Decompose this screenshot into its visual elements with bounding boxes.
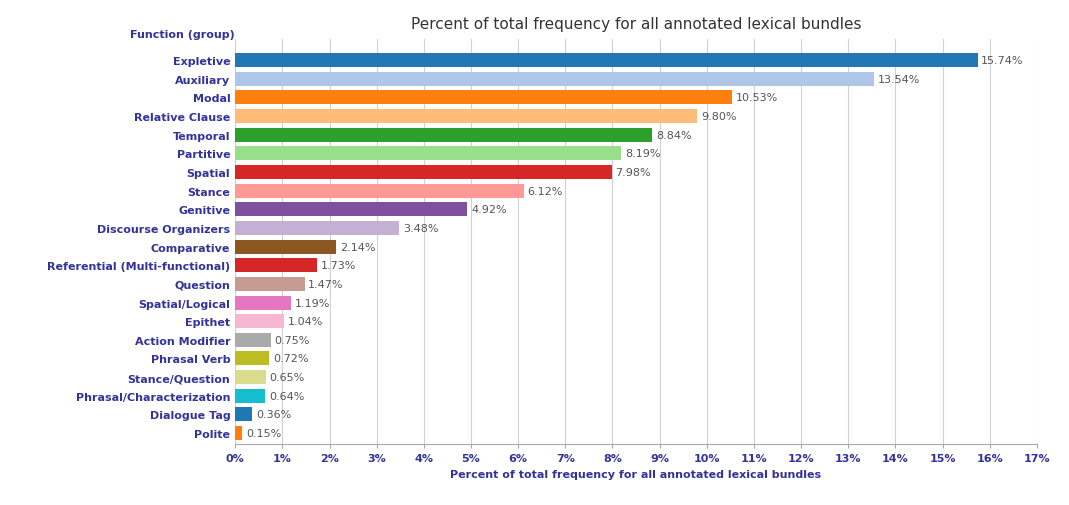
Bar bbox=[235, 128, 652, 142]
Text: 9.80%: 9.80% bbox=[701, 112, 737, 122]
Bar bbox=[235, 389, 265, 403]
Bar bbox=[235, 352, 269, 366]
Bar bbox=[235, 203, 467, 217]
Bar bbox=[235, 184, 524, 198]
Bar bbox=[235, 315, 284, 329]
Bar bbox=[235, 73, 873, 86]
Text: 8.19%: 8.19% bbox=[625, 149, 661, 159]
Bar bbox=[235, 240, 336, 254]
Text: 0.72%: 0.72% bbox=[273, 354, 309, 364]
Bar bbox=[235, 259, 316, 273]
Text: 1.19%: 1.19% bbox=[295, 298, 330, 308]
Text: 4.92%: 4.92% bbox=[471, 205, 507, 215]
Text: 2.14%: 2.14% bbox=[340, 242, 375, 252]
Bar bbox=[235, 333, 270, 347]
Bar bbox=[235, 147, 621, 161]
Text: 15.74%: 15.74% bbox=[981, 56, 1024, 66]
Bar bbox=[235, 370, 266, 384]
Text: 0.75%: 0.75% bbox=[275, 335, 310, 345]
Text: 1.47%: 1.47% bbox=[308, 279, 344, 289]
Text: 13.54%: 13.54% bbox=[878, 75, 920, 84]
Text: 6.12%: 6.12% bbox=[528, 186, 563, 196]
Bar bbox=[235, 408, 252, 422]
Bar bbox=[235, 296, 291, 310]
Bar bbox=[235, 277, 305, 291]
Text: 8.84%: 8.84% bbox=[656, 130, 692, 140]
Text: 1.73%: 1.73% bbox=[321, 261, 356, 271]
Text: 0.15%: 0.15% bbox=[246, 428, 281, 438]
Title: Percent of total frequency for all annotated lexical bundles: Percent of total frequency for all annot… bbox=[410, 17, 862, 32]
Text: 0.64%: 0.64% bbox=[269, 391, 305, 401]
Text: 7.98%: 7.98% bbox=[616, 168, 651, 178]
Text: Function (group): Function (group) bbox=[130, 30, 235, 40]
Bar bbox=[235, 54, 977, 68]
Text: 1.04%: 1.04% bbox=[288, 317, 324, 327]
Text: 0.36%: 0.36% bbox=[255, 410, 291, 420]
Bar bbox=[235, 110, 697, 124]
Text: 10.53%: 10.53% bbox=[735, 93, 778, 103]
Bar bbox=[235, 426, 243, 440]
Bar bbox=[235, 91, 732, 105]
Text: 0.65%: 0.65% bbox=[269, 372, 305, 382]
X-axis label: Percent of total frequency for all annotated lexical bundles: Percent of total frequency for all annot… bbox=[450, 469, 822, 479]
Bar bbox=[235, 222, 400, 235]
Bar bbox=[235, 166, 611, 180]
Text: 3.48%: 3.48% bbox=[403, 223, 438, 233]
